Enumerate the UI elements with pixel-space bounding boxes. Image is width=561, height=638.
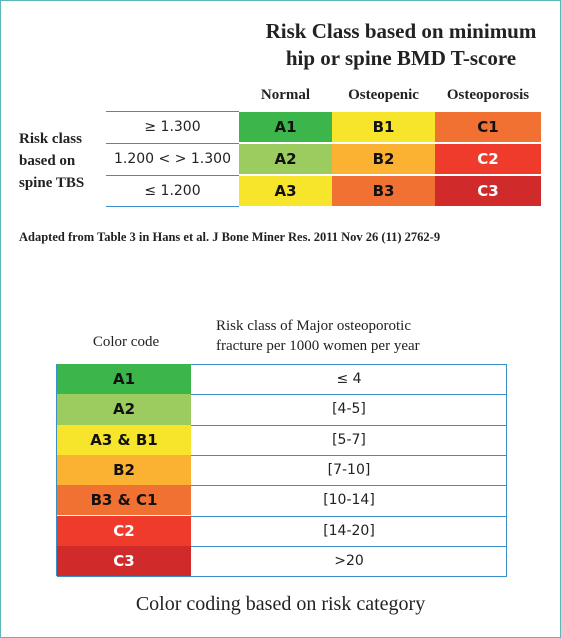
risk-cell: B1: [332, 112, 435, 142]
legend-rule: [191, 515, 507, 517]
legend-rule: [191, 454, 507, 456]
legend-header: Risk class of Major osteoporotic fractur…: [216, 318, 420, 354]
row-label: ≤ 1.200: [144, 183, 201, 199]
row-label: 1.200 < > 1.300: [114, 151, 231, 167]
matrix-title: Risk Class based on minimum: [265, 19, 537, 43]
risk-range: [14-20]: [323, 522, 375, 539]
source-note: Adapted from Table 3 in Hans et al. J Bo…: [19, 230, 441, 244]
matrix-title: hip or spine BMD T-score: [285, 46, 517, 70]
column-header: Normal: [260, 87, 311, 103]
row-rule: [106, 175, 239, 176]
color-code: C2: [57, 515, 191, 546]
legend-rule: [56, 364, 57, 577]
legend-rule: [191, 424, 507, 426]
legend-rule: [191, 394, 507, 396]
color-code: A3 & B1: [57, 424, 191, 455]
risk-range: ≤ 4: [336, 371, 362, 388]
risk-cell: C2: [435, 144, 541, 174]
risk-range: [4-5]: [332, 401, 366, 418]
row-label: ≥ 1.300: [144, 119, 201, 135]
caption: Color coding based on risk category: [135, 593, 426, 615]
legend-rule: [57, 576, 507, 578]
color-code: A1: [57, 364, 191, 395]
risk-range: >20: [334, 552, 364, 569]
legend-rule: [191, 485, 507, 487]
legend-rule: [191, 545, 507, 547]
row-rule: [106, 206, 239, 207]
legend-rule: [191, 364, 507, 365]
risk-range: [10-14]: [323, 492, 375, 509]
risk-range: [5-7]: [332, 431, 366, 448]
column-header: Osteoporosis: [446, 87, 530, 103]
color-code: B3 & C1: [57, 485, 191, 516]
risk-cell: A3: [239, 176, 332, 206]
row-header: Risk class: [19, 131, 82, 147]
row-rule: [106, 111, 239, 112]
column-header: Osteopenic: [348, 87, 419, 103]
color-code: C3: [57, 545, 191, 577]
color-code: B2: [57, 454, 191, 486]
risk-cell: A1: [239, 112, 332, 142]
color-code: A2: [57, 394, 191, 425]
risk-cell: B3: [332, 176, 435, 206]
risk-cell: C1: [435, 112, 541, 142]
legend-rule: [506, 364, 507, 577]
risk-cell: C3: [435, 176, 541, 206]
row-header: based on: [19, 153, 76, 169]
risk-cell: B2: [332, 144, 435, 174]
risk-range: [7-10]: [327, 462, 371, 479]
risk-cell: A2: [239, 144, 332, 174]
row-header: spine TBS: [19, 175, 85, 191]
row-rule: [106, 143, 239, 144]
legend-header: Color code: [92, 334, 160, 350]
